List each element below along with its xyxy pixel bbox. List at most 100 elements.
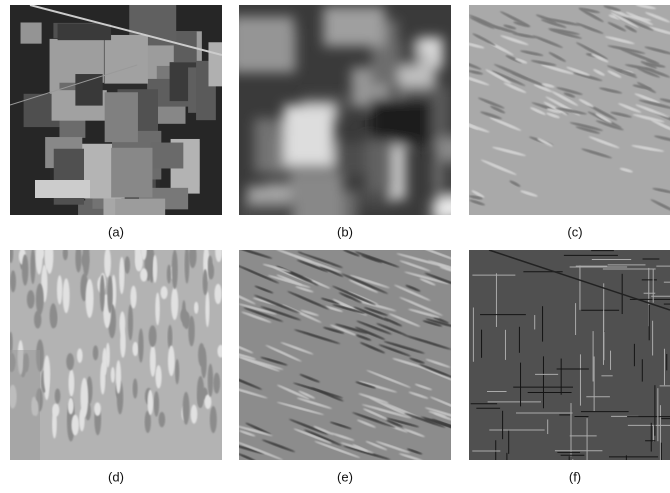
streak — [208, 255, 213, 271]
streak — [214, 284, 221, 304]
streak — [75, 244, 81, 273]
streak — [154, 391, 159, 417]
streak — [119, 311, 125, 335]
streak — [106, 343, 110, 368]
streak — [119, 257, 124, 294]
blob — [290, 168, 343, 231]
field — [104, 35, 147, 84]
streak — [128, 304, 133, 340]
streak — [79, 408, 84, 431]
streak — [183, 392, 190, 425]
streak — [210, 406, 217, 433]
streak — [55, 388, 61, 403]
streak — [124, 256, 130, 274]
streak — [180, 309, 187, 323]
streak — [153, 255, 158, 283]
streak — [51, 310, 57, 327]
field — [58, 24, 111, 41]
panel-caption: (e) — [337, 469, 353, 484]
streak — [22, 254, 28, 285]
panel-image — [230, 5, 492, 259]
streak — [191, 405, 198, 424]
streak — [215, 240, 222, 262]
streak — [197, 376, 204, 408]
panel-image — [456, 3, 670, 215]
panel-caption: (f) — [569, 469, 581, 484]
streak — [116, 360, 121, 394]
streak — [185, 245, 190, 283]
panel-image — [10, 0, 236, 252]
streak — [93, 345, 99, 360]
streak — [133, 379, 138, 399]
streak — [10, 270, 16, 292]
streak — [213, 373, 220, 394]
streak — [104, 247, 111, 277]
panel-image — [221, 244, 470, 462]
panel-caption: (a) — [108, 224, 124, 239]
streak — [148, 389, 154, 414]
streak — [57, 275, 62, 304]
streak — [107, 276, 112, 314]
streak — [150, 345, 156, 377]
streak — [77, 348, 83, 363]
streak — [86, 279, 94, 318]
streak — [135, 252, 143, 271]
field — [111, 148, 152, 198]
streak — [30, 249, 35, 284]
streak — [172, 250, 178, 290]
blob — [230, 16, 294, 72]
page: (a)(b)(c)(d)(e)(f) (() => { const data =… — [0, 0, 670, 488]
blob — [323, 6, 385, 46]
streak — [175, 359, 179, 384]
blob — [370, 99, 431, 140]
streak — [159, 412, 166, 427]
streak — [138, 328, 143, 362]
shade — [10, 350, 40, 460]
panel-caption: (c) — [567, 224, 582, 239]
streak — [198, 343, 205, 367]
panel-caption: (d) — [108, 469, 124, 484]
streak — [69, 369, 75, 396]
image-bg — [239, 250, 451, 460]
streak — [171, 287, 178, 320]
field — [21, 22, 42, 43]
streak — [68, 398, 74, 415]
streak — [194, 302, 198, 314]
streak — [27, 290, 35, 308]
streak — [111, 367, 115, 383]
streak — [63, 246, 68, 261]
panel-caption: (b) — [337, 224, 353, 239]
streak — [161, 286, 168, 299]
panel-image — [8, 233, 225, 460]
streak — [130, 286, 136, 309]
streak — [83, 239, 90, 276]
streak — [140, 268, 147, 281]
streak — [44, 355, 51, 392]
streak — [36, 237, 43, 275]
streak — [217, 345, 224, 358]
streak — [167, 265, 171, 284]
streak — [66, 353, 74, 370]
image-bg — [469, 250, 670, 460]
streak — [205, 291, 209, 327]
field — [151, 143, 184, 169]
blob — [366, 136, 392, 192]
streak — [155, 365, 161, 388]
field — [75, 74, 102, 106]
blob — [284, 105, 334, 165]
streak — [52, 403, 59, 416]
field — [105, 92, 138, 142]
streak — [94, 402, 101, 416]
streak — [155, 293, 160, 326]
streak — [63, 278, 70, 313]
streak — [168, 346, 175, 377]
streak — [189, 244, 197, 268]
streak — [46, 238, 54, 274]
streak — [71, 415, 78, 436]
streak — [149, 325, 157, 347]
streak — [9, 243, 14, 263]
panel-image — [469, 250, 670, 488]
streak — [203, 269, 208, 295]
figure: (a) (b) (c) (d) (e) (f) — [0, 0, 670, 488]
streak — [208, 364, 213, 397]
